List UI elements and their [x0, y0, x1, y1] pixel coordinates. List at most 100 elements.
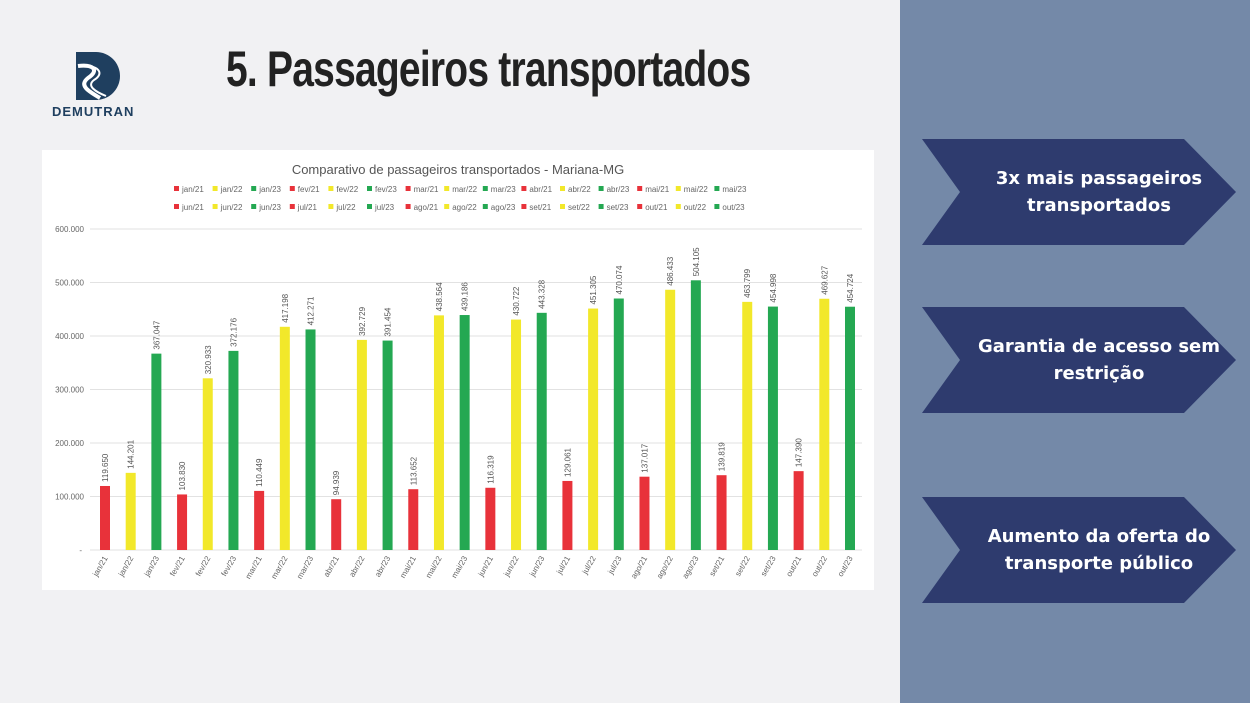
data-label: 320.933: [204, 345, 213, 374]
highlight-text: 3x mais passageiros transportados: [995, 168, 1203, 216]
data-label: 137.017: [640, 443, 649, 472]
data-label: 139.819: [718, 442, 727, 471]
bar-fev-21: [177, 494, 188, 550]
x-tick-label: abr/21: [322, 554, 341, 579]
legend-swatch: [637, 204, 643, 209]
legend-label: mar/22: [452, 185, 477, 194]
legend-label: set/22: [568, 203, 590, 212]
legend-swatch: [482, 204, 488, 209]
legend-label: jan/21: [181, 185, 204, 194]
legend-swatch: [289, 186, 295, 191]
bar-jul-21: [562, 480, 573, 550]
legend-label: jul/23: [374, 203, 395, 212]
data-label: 113.652: [409, 456, 418, 485]
bar-fev-22: [202, 378, 213, 550]
highlight-arrow-1: 3x mais passageiros transportados: [922, 139, 1236, 245]
legend-swatch: [405, 186, 411, 191]
data-label: 454.998: [769, 273, 778, 302]
bar-jun-21: [485, 487, 496, 550]
legend-label: jun/22: [220, 203, 243, 212]
legend-swatch: [328, 186, 334, 191]
data-label: 430.722: [512, 286, 521, 315]
legend-swatch: [521, 186, 527, 191]
legend-label: mar/23: [491, 185, 516, 194]
x-tick-label: set/21: [708, 554, 727, 578]
x-tick-label: out/23: [836, 554, 855, 578]
data-label: 119.650: [101, 453, 110, 482]
highlight-text: Garantia de acesso sem restrição: [977, 336, 1221, 384]
y-tick-label: 300.000: [55, 386, 84, 395]
legend-label: set/23: [607, 203, 629, 212]
bar-abr-22: [356, 339, 367, 550]
x-tick-label: mai/22: [424, 554, 444, 580]
x-tick-label: mai/23: [450, 554, 470, 580]
y-tick-label: 600.000: [55, 225, 84, 234]
data-label: 129.061: [563, 447, 572, 476]
legend-label: abr/21: [529, 185, 552, 194]
data-label: 116.319: [486, 455, 495, 484]
x-tick-label: mai/21: [398, 554, 418, 580]
highlight-text: Aumento da oferta do transporte público: [987, 526, 1211, 574]
x-tick-label: abr/23: [373, 554, 392, 579]
legend-swatch: [174, 204, 179, 209]
x-tick-label: mar/21: [244, 554, 265, 581]
x-tick-label: mar/23: [295, 554, 316, 581]
bar-mar-21: [254, 490, 265, 550]
x-tick-label: jan/21: [91, 554, 110, 579]
x-tick-label: abr/22: [347, 554, 366, 579]
legend-label: mai/21: [645, 185, 670, 194]
bar-jun-22: [511, 319, 522, 550]
bar-mai-22: [433, 315, 444, 550]
data-label: 469.627: [820, 265, 829, 294]
legend-swatch: [405, 204, 411, 209]
data-label: 463.799: [743, 268, 752, 297]
bar-jan-21: [100, 485, 110, 550]
legend-swatch: [367, 204, 372, 209]
x-tick-label: ago/23: [681, 554, 701, 580]
data-label: 110.449: [255, 458, 264, 487]
bar-jun-23: [536, 312, 547, 550]
bar-mar-22: [279, 326, 290, 550]
legend-swatch: [521, 204, 527, 209]
bar-mai-23: [459, 315, 470, 550]
legend-swatch: [714, 204, 720, 209]
data-label: 486.433: [666, 256, 675, 285]
legend-label: mai/22: [684, 185, 709, 194]
y-tick-label: 200.000: [55, 439, 84, 448]
legend-label: fev/23: [375, 185, 397, 194]
data-label: 454.724: [846, 273, 855, 302]
legend-swatch: [444, 186, 450, 191]
data-label: 391.454: [384, 307, 393, 336]
bar-chart: Comparativo de passageiros transportados…: [55, 162, 862, 581]
bar-set-22: [742, 301, 753, 550]
legend-swatch: [598, 204, 604, 209]
legend-label: abr/22: [568, 185, 591, 194]
data-label: 417.198: [281, 293, 290, 322]
x-tick-label: ago/22: [655, 554, 675, 580]
x-tick-label: set/22: [733, 554, 752, 578]
bar-jan-22: [125, 472, 136, 550]
x-tick-label: out/21: [784, 554, 803, 578]
bar-ago-21: [639, 476, 650, 550]
x-tick-label: fev/21: [168, 554, 187, 578]
legend-swatch: [598, 186, 604, 191]
x-tick-label: jul/21: [554, 554, 572, 576]
x-tick-label: fev/22: [194, 554, 213, 578]
data-label: 443.328: [538, 279, 547, 308]
legend-swatch: [714, 186, 720, 191]
data-label: 438.564: [435, 282, 444, 311]
legend-label: out/23: [722, 203, 745, 212]
legend-swatch: [251, 204, 257, 209]
bar-mar-23: [305, 329, 316, 550]
demutran-logo: [76, 52, 120, 100]
legend-swatch: [675, 204, 681, 209]
data-label: 504.105: [692, 247, 701, 276]
legend-label: jan/23: [258, 185, 281, 194]
legend-swatch: [482, 186, 488, 191]
legend-swatch: [212, 204, 218, 209]
bar-ago-22: [665, 289, 676, 550]
legend-label: ago/23: [491, 203, 516, 212]
x-tick-label: jun/21: [476, 554, 495, 579]
bar-out-21: [793, 471, 804, 550]
page-title: 5. Passageiros transportados: [226, 41, 751, 97]
